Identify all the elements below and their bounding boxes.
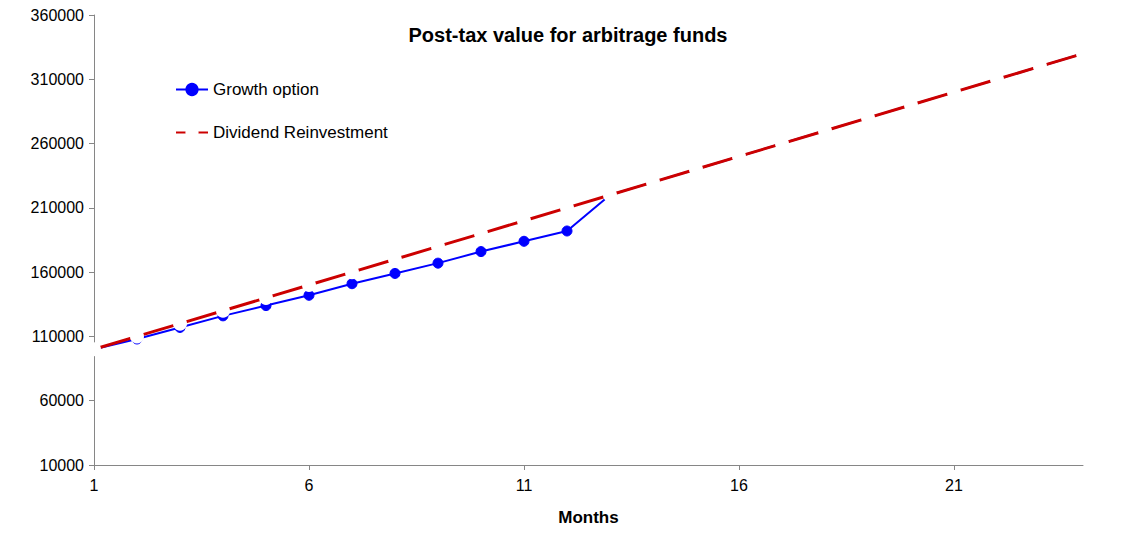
svg-text:360000: 360000 — [31, 7, 84, 24]
svg-text:110000: 110000 — [32, 328, 84, 345]
svg-text:Months: Months — [558, 508, 618, 527]
svg-text:10000: 10000 — [40, 457, 85, 474]
svg-text:6: 6 — [305, 477, 314, 494]
svg-text:60000: 60000 — [40, 392, 85, 409]
svg-text:11: 11 — [516, 477, 533, 494]
svg-text:21: 21 — [945, 477, 963, 494]
svg-text:Dividend Reinvestment: Dividend Reinvestment — [213, 123, 388, 142]
svg-text:16: 16 — [730, 477, 748, 494]
svg-text:Growth option: Growth option — [213, 80, 319, 99]
svg-text:160000: 160000 — [31, 264, 84, 281]
svg-text:1: 1 — [90, 477, 99, 494]
svg-text:260000: 260000 — [31, 135, 84, 152]
svg-text:Post-tax value for arbitrage f: Post-tax value for arbitrage funds — [409, 24, 728, 46]
svg-text:310000: 310000 — [31, 71, 84, 88]
svg-text:210000: 210000 — [31, 199, 84, 216]
